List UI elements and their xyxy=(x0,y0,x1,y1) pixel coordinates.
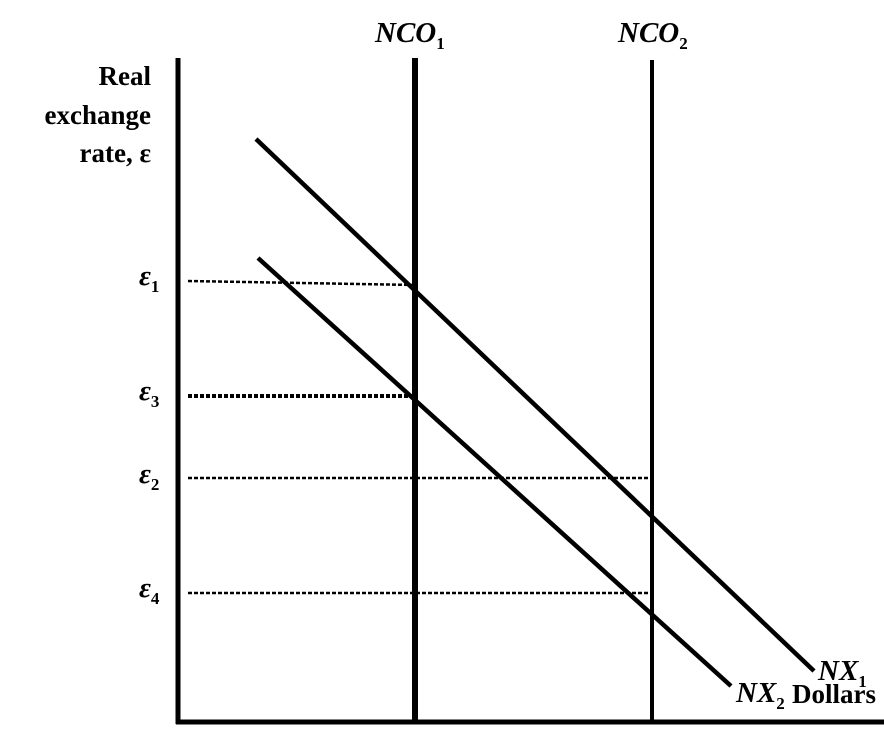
x-axis-title: Dollars xyxy=(792,679,876,709)
level-label-e1: ε1 xyxy=(139,260,159,296)
nx2-label: NX2 xyxy=(735,677,785,713)
nco2-label: NCO2 xyxy=(617,17,688,53)
y-axis-title-line-2: exchange xyxy=(45,100,152,130)
nx1-curve xyxy=(254,137,816,673)
level-label-e2: ε2 xyxy=(139,458,159,494)
level-label-e3: ε3 xyxy=(139,375,159,411)
nx2-curve xyxy=(256,256,733,688)
level-line-e1 xyxy=(187,279,416,287)
level-label-e4: ε4 xyxy=(139,572,160,608)
nx1-label: NX1 xyxy=(817,655,867,691)
y-axis-title-line-1: Real xyxy=(99,61,152,91)
nco1-label: NCO1 xyxy=(374,17,445,53)
y-axis-title-line-3: rate, ε xyxy=(80,138,152,168)
